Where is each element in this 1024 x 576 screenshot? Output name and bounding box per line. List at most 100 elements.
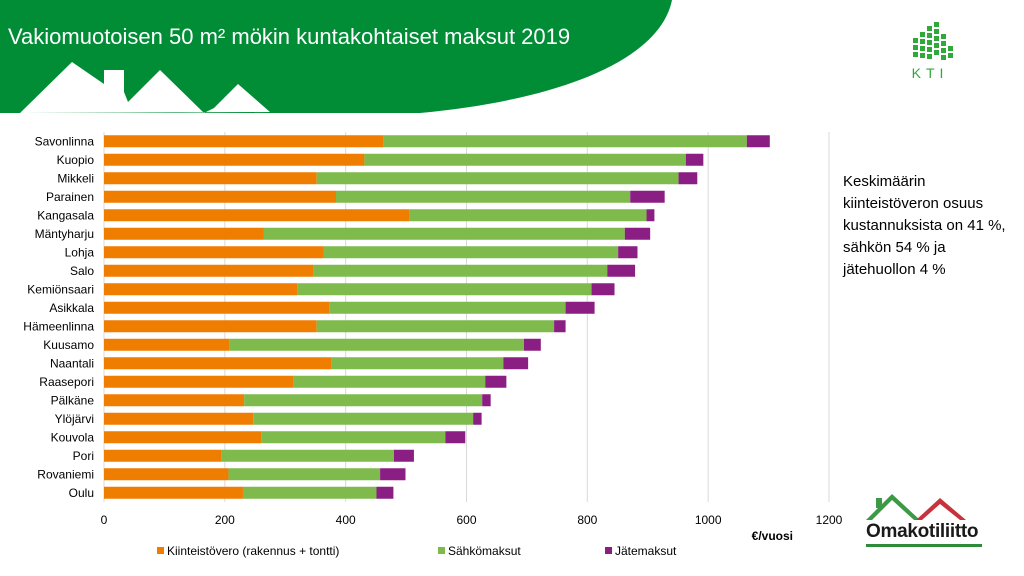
slide-title: Vakiomuotoisen 50 m² mökin kuntakohtaise… xyxy=(8,24,571,49)
bar-segment xyxy=(565,301,595,314)
bar-segment xyxy=(329,301,566,314)
category-label: Mäntyharju xyxy=(35,227,94,241)
bar-segment xyxy=(104,190,336,203)
kti-logo: KTI xyxy=(912,22,953,81)
bar-segment xyxy=(523,338,541,351)
x-axis-tick-labels: 0 200 400 600 800 1000 1200 xyxy=(101,513,843,527)
bar-segment xyxy=(104,135,384,148)
x-tick-label: 600 xyxy=(456,513,476,527)
bar-segment xyxy=(409,209,647,222)
summary-note: Keskimäärin kiinteistöveron osuus kustan… xyxy=(843,173,1006,278)
bar-segment xyxy=(221,449,394,462)
category-label: Ylöjärvi xyxy=(55,412,94,426)
category-label: Kemiönsaari xyxy=(27,282,94,296)
omakotiliitto-underline xyxy=(866,544,982,547)
x-tick-label: 1200 xyxy=(816,513,843,527)
bar-segment xyxy=(263,227,625,240)
bar-segment xyxy=(482,394,491,407)
bar-segment xyxy=(646,209,655,222)
bar-segment xyxy=(607,264,636,277)
bar-segment xyxy=(104,227,264,240)
bar-segment xyxy=(229,338,524,351)
bar-segment xyxy=(313,264,608,277)
bar-segment xyxy=(104,283,298,296)
bar-segment xyxy=(323,246,619,259)
bar-segment xyxy=(293,375,486,388)
legend-swatch xyxy=(157,547,164,554)
bar-segment xyxy=(104,449,222,462)
x-tick-label: 800 xyxy=(577,513,597,527)
chimney-icon xyxy=(876,498,882,508)
bar-segment xyxy=(630,190,665,203)
bar-segment xyxy=(244,394,483,407)
bar-segment xyxy=(104,431,262,444)
category-label: Rovaniemi xyxy=(37,467,94,481)
category-label: Savonlinna xyxy=(35,134,95,148)
kti-logo-text: KTI xyxy=(912,65,949,81)
bar-segment xyxy=(591,283,615,296)
bar-segment xyxy=(485,375,507,388)
bar-segment xyxy=(104,246,324,259)
bar-segment xyxy=(104,264,314,277)
bar-segment xyxy=(364,153,686,166)
bar-segment xyxy=(624,227,651,240)
bar-segment xyxy=(104,153,365,166)
bar-segment xyxy=(261,431,446,444)
x-tick-label: 1000 xyxy=(695,513,722,527)
bar-segment xyxy=(104,357,332,370)
category-label: Kangasala xyxy=(37,208,94,222)
bar-segment xyxy=(685,153,704,166)
legend-label: Kiinteistövero (rakennus + tontti) xyxy=(167,544,339,558)
x-tick-label: 400 xyxy=(336,513,356,527)
grid-lines xyxy=(103,132,830,502)
bar-segment xyxy=(104,412,254,425)
legend-label: Jätemaksut xyxy=(615,544,677,558)
x-tick-label: 0 xyxy=(101,513,108,527)
bar-segment xyxy=(383,135,747,148)
category-label: Raasepori xyxy=(39,375,94,389)
header-banner xyxy=(0,0,672,113)
bar-segment xyxy=(104,320,317,333)
bar-segment xyxy=(473,412,482,425)
bar-segment xyxy=(104,468,229,481)
category-label: Mikkeli xyxy=(57,171,94,185)
x-axis-label: €/vuosi xyxy=(752,529,793,543)
house-silhouettes-decoration xyxy=(20,62,270,113)
bar-segment xyxy=(242,486,377,499)
category-labels: Savonlinna Kuopio Mikkeli Parainen Kangasala… xyxy=(23,134,94,500)
category-label: Kuusamo xyxy=(43,338,94,352)
x-tick-label: 200 xyxy=(215,513,235,527)
bar-segment xyxy=(104,172,317,185)
bar-segment xyxy=(228,468,381,481)
legend-swatch xyxy=(605,547,612,554)
category-label: Pälkäne xyxy=(51,393,95,407)
green-roof-icon xyxy=(866,494,920,520)
bar-segment xyxy=(394,449,414,462)
category-label: Hämeenlinna xyxy=(23,319,94,333)
bar-segment xyxy=(746,135,770,148)
kti-building-icon xyxy=(913,22,953,60)
bar-segment xyxy=(376,486,394,499)
category-label: Naantali xyxy=(50,356,94,370)
category-label: Lohja xyxy=(65,245,95,259)
bar-segment xyxy=(104,486,243,499)
bar-segment xyxy=(316,320,555,333)
bar-segment xyxy=(104,394,245,407)
bar-segment xyxy=(445,431,466,444)
bar-segment xyxy=(618,246,638,259)
category-label: Kuopio xyxy=(57,153,95,167)
category-label: Salo xyxy=(70,264,94,278)
bar-segment xyxy=(554,320,566,333)
bar-segment xyxy=(104,301,330,314)
bar-segment xyxy=(104,338,230,351)
omakotiliitto-logo xyxy=(866,494,966,520)
category-label: Parainen xyxy=(46,190,94,204)
bars xyxy=(104,135,770,499)
bar-segment xyxy=(316,172,679,185)
category-label: Kouvola xyxy=(51,430,95,444)
bar-segment xyxy=(336,190,631,203)
legend-swatch xyxy=(438,547,445,554)
bar-segment xyxy=(380,468,406,481)
legend: Kiinteistövero (rakennus + tontti) Sähköm… xyxy=(157,544,677,558)
